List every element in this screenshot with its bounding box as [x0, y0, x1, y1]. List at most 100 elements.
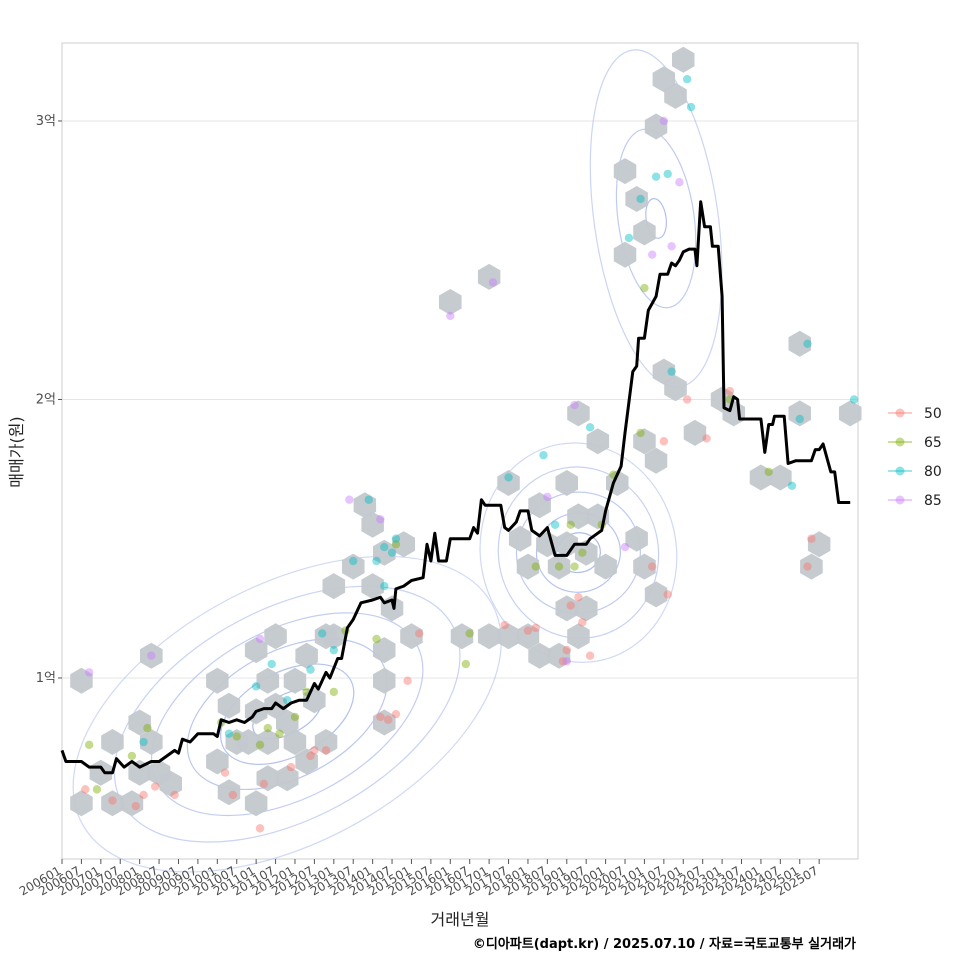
hexbin-cell — [807, 531, 831, 558]
point-series-50 — [286, 762, 296, 772]
point-series-80 — [585, 423, 595, 432]
hexbin-cell — [295, 748, 318, 775]
hexbin-cell — [276, 765, 299, 792]
point-series-50 — [585, 651, 595, 660]
point-series-85 — [675, 178, 684, 187]
point-series-85 — [376, 515, 385, 524]
hexbin-cell — [644, 113, 668, 140]
hexbin-cell — [788, 330, 811, 357]
point-series-65 — [255, 740, 265, 750]
hexbin-cell — [497, 623, 520, 650]
point-series-80 — [795, 414, 804, 424]
x-axis: 2006012006072007012007072008012008072009… — [17, 859, 821, 899]
hexbin-cell — [477, 623, 501, 650]
scatter-points — [81, 75, 859, 833]
density-contour — [497, 466, 660, 639]
point-series-50 — [648, 562, 657, 571]
point-series-65 — [127, 751, 137, 761]
point-series-50 — [306, 751, 315, 761]
point-series-85 — [488, 278, 498, 287]
point-series-80 — [686, 102, 696, 112]
point-series-50 — [391, 709, 401, 719]
point-series-65 — [329, 687, 339, 697]
hexbin-cell — [769, 464, 792, 491]
hexbin-cell — [264, 623, 287, 650]
hexbin-cell — [140, 729, 163, 755]
point-series-80 — [391, 534, 401, 543]
point-series-80 — [380, 542, 389, 552]
point-series-85 — [667, 242, 676, 251]
hexbin-cell — [586, 428, 610, 455]
point-series-65 — [263, 723, 272, 733]
point-series-65 — [531, 562, 540, 571]
point-series-85 — [562, 657, 571, 666]
point-series-50 — [220, 768, 230, 777]
hexbin-cell — [574, 539, 598, 566]
hexbin-cell — [574, 595, 598, 622]
hexbin-cell — [322, 573, 346, 600]
hexbin-cell — [361, 573, 384, 600]
point-series-65 — [461, 659, 471, 669]
point-series-65 — [465, 629, 474, 638]
hexbin-cell — [749, 464, 773, 491]
point-series-50 — [702, 434, 711, 443]
point-series-65 — [232, 732, 241, 741]
point-series-80 — [349, 556, 358, 566]
point-series-80 — [387, 548, 397, 557]
point-series-50 — [81, 785, 90, 794]
point-series-50 — [682, 395, 692, 404]
hexbin-cell — [244, 637, 268, 664]
legend-label-50: 50 — [924, 406, 942, 422]
point-series-50 — [574, 593, 583, 602]
hexbin-cell — [276, 709, 299, 736]
hexbin-cell — [283, 667, 307, 694]
point-series-85 — [659, 116, 669, 126]
point-series-50 — [558, 657, 568, 666]
hexbin-cell — [128, 709, 151, 736]
hexbin-cell — [633, 428, 656, 455]
y-tick-label: 2억 — [36, 392, 56, 407]
point-series-50 — [383, 715, 393, 724]
hexbin-cell — [244, 790, 268, 817]
point-series-65 — [391, 540, 401, 549]
point-series-80 — [682, 75, 692, 84]
point-series-80 — [224, 729, 234, 738]
point-series-65 — [84, 740, 94, 750]
hexbin-cell — [128, 759, 151, 786]
hexbin-cell — [547, 642, 571, 669]
point-series-50 — [150, 782, 160, 791]
point-series-85 — [147, 651, 156, 660]
point-series-80 — [306, 665, 315, 674]
point-series-80 — [849, 395, 859, 404]
point-series-80 — [504, 473, 513, 482]
point-series-50 — [131, 801, 140, 811]
point-series-80 — [803, 339, 812, 348]
y-axis-title: 매매가(원) — [7, 416, 26, 487]
hexbin-cell — [547, 553, 571, 580]
hexbin-cell — [633, 219, 656, 246]
point-series-80 — [372, 556, 381, 566]
legend-key-marker — [895, 466, 905, 476]
hexbin-cell — [256, 765, 280, 792]
hexbin-layer — [70, 46, 862, 817]
hexbin-cell — [567, 623, 590, 650]
legend-label-80: 80 — [924, 464, 942, 480]
point-series-50 — [663, 590, 672, 599]
point-series-65 — [554, 562, 564, 571]
point-series-80 — [667, 367, 676, 376]
trend-line — [60, 200, 851, 775]
legend: 50 65 80 85 — [888, 406, 942, 509]
hexbin-cell — [625, 525, 648, 552]
hexbin-cell — [217, 779, 241, 806]
hexbin-cell — [120, 790, 144, 817]
point-series-80 — [139, 737, 148, 747]
point-series-65 — [275, 729, 284, 738]
point-series-85 — [446, 311, 455, 321]
hexbin-cell — [594, 553, 617, 580]
point-series-85 — [84, 668, 94, 677]
hexbin-cell — [633, 553, 656, 580]
hexbin-cell — [206, 667, 229, 694]
hexbin-cell — [516, 623, 540, 650]
hexbin-cell — [159, 770, 182, 797]
point-series-65 — [570, 562, 579, 571]
